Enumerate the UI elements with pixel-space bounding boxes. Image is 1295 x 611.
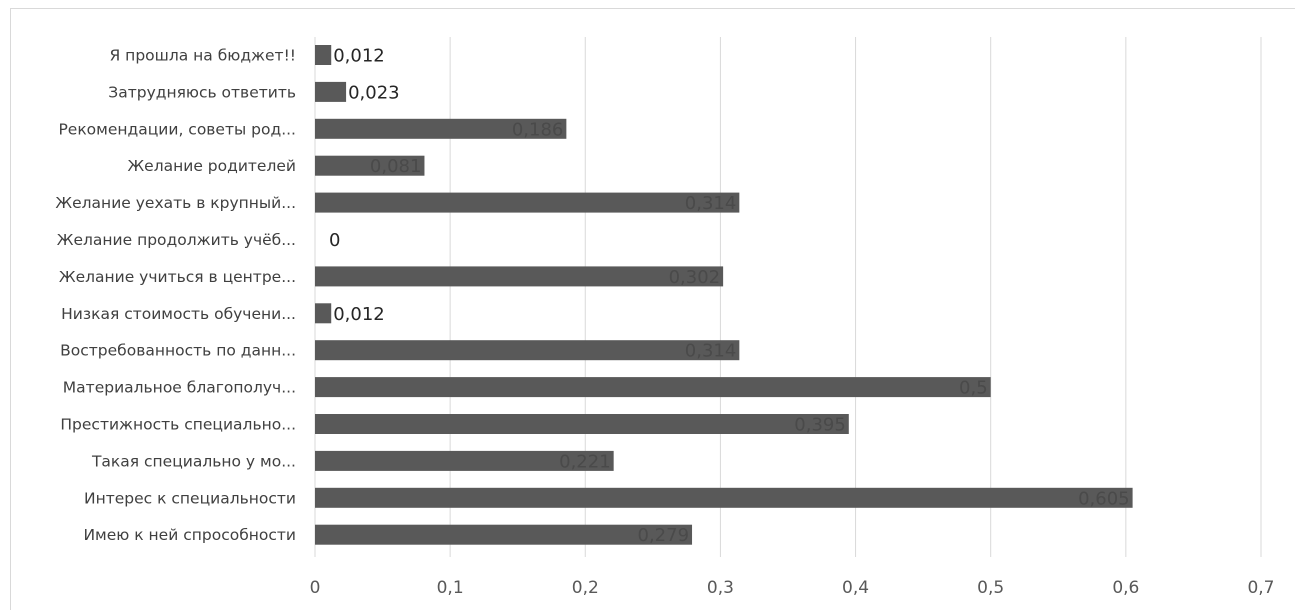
x-axis-ticks: 0 0,1 0,2 0,3 0,4 0,5 0,6 0,7 <box>310 578 1275 598</box>
bar <box>315 45 331 65</box>
data-label: 0,314 <box>685 341 737 362</box>
bar <box>315 525 692 545</box>
x-tick-label: 0,5 <box>977 578 1004 598</box>
data-label: 0,605 <box>1078 488 1130 509</box>
x-tick-label: 0,7 <box>1247 578 1274 598</box>
x-tick-label: 0,1 <box>437 578 464 598</box>
category-label: Желание продолжить учёб... <box>57 231 296 249</box>
category-label: Материальное благополуч... <box>63 379 296 397</box>
category-labels: Я прошла на бюджет!! Затрудняюсь ответить… <box>55 47 296 545</box>
bar <box>315 488 1133 508</box>
category-label: Желание родителей <box>127 157 296 175</box>
x-tick-label: 0 <box>310 578 321 598</box>
category-label: Такая специально у мо... <box>91 452 296 470</box>
data-label: 0,186 <box>512 119 564 140</box>
data-label: 0,302 <box>669 267 721 288</box>
category-label: Низкая стоимость обучени... <box>61 305 296 323</box>
bar <box>315 82 346 102</box>
category-label: Востребованность по данн... <box>60 342 296 360</box>
bar <box>315 193 739 213</box>
data-label: 0,012 <box>333 46 385 67</box>
bar <box>315 340 739 360</box>
bars <box>315 45 1133 545</box>
chart-frame: Я прошла на бюджет!! Затрудняюсь ответить… <box>10 8 1295 610</box>
bar <box>315 377 991 397</box>
bar <box>315 266 723 286</box>
x-tick-label: 0,3 <box>707 578 734 598</box>
data-label: 0,279 <box>638 525 690 546</box>
category-label: Желание уехать в крупный... <box>55 194 296 212</box>
category-label: Имею к ней спрособности <box>83 526 296 544</box>
category-label: Рекомендации, советы род... <box>58 120 296 138</box>
data-label: 0 <box>329 230 340 251</box>
gridlines <box>315 37 1261 557</box>
data-label: 0,012 <box>333 304 385 325</box>
category-label: Затрудняюсь ответить <box>108 83 296 101</box>
data-label: 0,314 <box>685 193 737 214</box>
category-label: Желание учиться в центре... <box>59 268 296 286</box>
bar <box>315 303 331 323</box>
data-label: 0,395 <box>794 415 846 436</box>
data-label: 0,5 <box>959 378 988 399</box>
x-tick-label: 0,6 <box>1112 578 1139 598</box>
bar-chart: Я прошла на бюджет!! Затрудняюсь ответить… <box>11 9 1295 611</box>
data-label: 0,221 <box>559 451 611 472</box>
category-label: Я прошла на бюджет!! <box>109 47 296 65</box>
category-label: Престижность специально... <box>60 416 296 434</box>
bar <box>315 414 849 434</box>
category-label: Интерес к специальности <box>84 489 296 507</box>
data-label: 0,081 <box>370 156 422 177</box>
data-label: 0,023 <box>348 82 400 103</box>
x-tick-label: 0,4 <box>842 578 869 598</box>
x-tick-label: 0,2 <box>572 578 599 598</box>
